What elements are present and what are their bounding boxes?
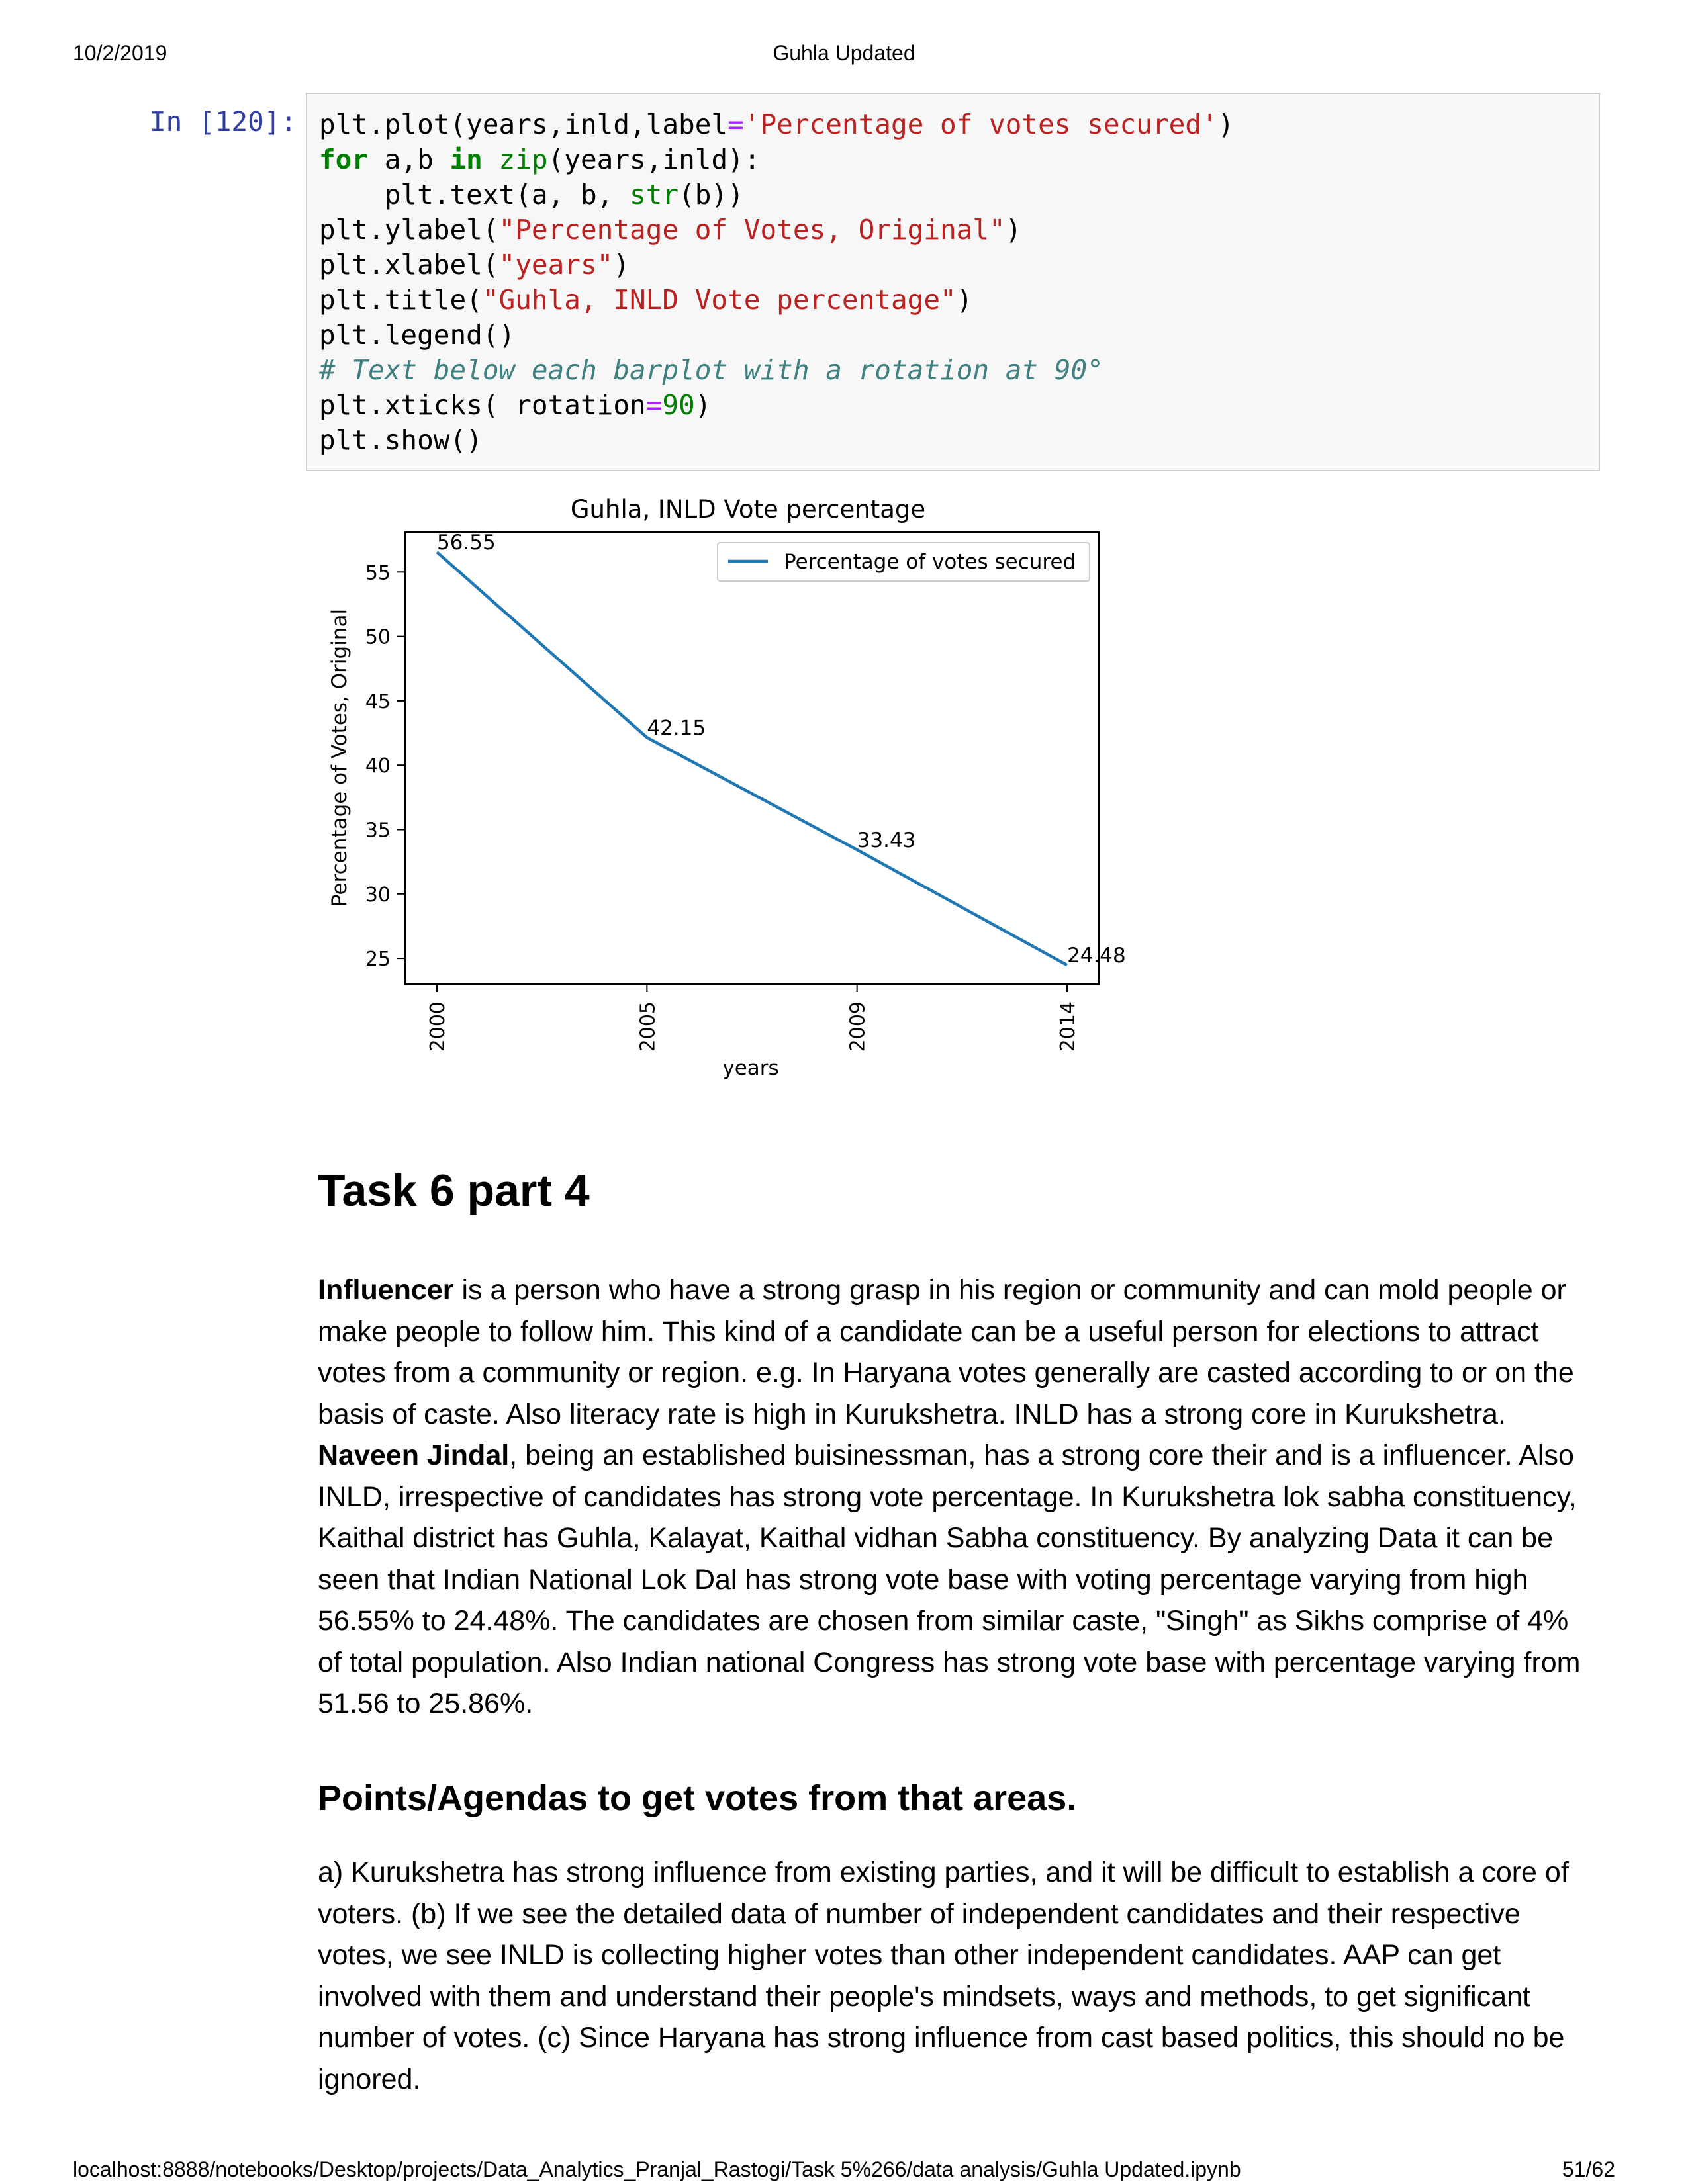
data-label: 42.15 — [647, 716, 706, 740]
task-heading: Task 6 part 4 — [318, 1165, 590, 1216]
x-axis-label: years — [722, 1056, 778, 1080]
print-title: Guhla Updated — [773, 41, 915, 65]
influencer-paragraph: Influencer is a person who have a strong… — [318, 1269, 1595, 1725]
code-token: in — [449, 144, 483, 175]
code-token: "Percentage of Votes, Original" — [498, 214, 1006, 246]
code-token: "years" — [498, 249, 614, 281]
x-axis: 2000 2005 2009 2014 — [426, 984, 1080, 1052]
code-token: ) — [1005, 214, 1022, 246]
code-token: plt.ylabel( — [319, 214, 499, 246]
code-token: plt.plot(years,inld,label — [319, 109, 728, 140]
code-token: "Guhla, INLD Vote percentage" — [482, 284, 957, 316]
code-token: ) — [613, 249, 630, 281]
y-tick-label: 25 — [365, 948, 391, 971]
code-token: ) — [956, 284, 973, 316]
plot-area — [404, 531, 1100, 985]
data-label: 56.55 — [437, 531, 496, 555]
paragraph-text: , being an established buisinessman, has… — [318, 1439, 1581, 1719]
code-line: plt.title("Guhla, INLD Vote percentage") — [319, 283, 1587, 318]
data-labels: 56.55 42.15 33.43 24.48 — [437, 531, 1126, 968]
code-token: zip — [498, 144, 548, 175]
y-tick-label: 55 — [365, 561, 391, 584]
code-line: plt.xlabel("years") — [319, 248, 1587, 283]
code-token: (b)) — [679, 179, 744, 210]
print-date: 10/2/2019 — [73, 41, 167, 65]
agendas-paragraph: a) Kurukshetra has strong influence from… — [318, 1856, 1569, 2095]
code-cell-input[interactable]: plt.plot(years,inld,label='Percentage of… — [306, 93, 1600, 471]
code-token: plt.xticks( rotation — [319, 389, 646, 421]
code-line: plt.show() — [319, 423, 1587, 458]
y-axis: 25 30 35 40 45 50 55 — [365, 561, 405, 971]
code-token: plt.show() — [319, 424, 483, 456]
code-token: ) — [694, 389, 712, 421]
code-token: plt.legend() — [319, 319, 516, 351]
code-line: plt.plot(years,inld,label='Percentage of… — [319, 107, 1587, 142]
code-token: 'Percentage of votes secured' — [743, 109, 1218, 140]
bold-term: Naveen Jindal — [318, 1439, 510, 1471]
y-tick-label: 45 — [365, 690, 391, 713]
paragraph-text: is a person who have a strong grasp in h… — [318, 1274, 1574, 1430]
code-line: plt.text(a, b, str(b)) — [319, 177, 1587, 212]
code-line: plt.xticks( rotation=90) — [319, 388, 1587, 423]
legend-entry-label: Percentage of votes secured — [784, 550, 1076, 574]
print-page-number: 51/62 — [1562, 2158, 1615, 2181]
code-token: plt.title( — [319, 284, 483, 316]
code-line: # Text below each barplot with a rotatio… — [319, 353, 1587, 388]
data-label: 33.43 — [857, 829, 916, 852]
code-token: (years,inld): — [547, 144, 761, 175]
series-line-percentage-of-votes-secured — [436, 551, 1068, 967]
code-token: str — [630, 179, 679, 210]
code-line: plt.ylabel("Percentage of Votes, Origina… — [319, 212, 1587, 248]
code-line: for a,b in zip(years,inld): — [319, 142, 1587, 177]
code-token: a,b — [368, 144, 450, 175]
x-tick-label: 2014 — [1056, 1001, 1080, 1052]
code-token: plt.xlabel( — [319, 249, 499, 281]
y-tick-label: 50 — [365, 626, 391, 649]
y-tick-label: 35 — [365, 819, 391, 842]
y-axis-label: Percentage of Votes, Original — [328, 609, 352, 907]
code-line: plt.legend() — [319, 318, 1587, 353]
x-tick-label: 2009 — [847, 1001, 870, 1052]
y-tick-label: 30 — [365, 884, 391, 907]
code-token: ) — [1217, 109, 1235, 140]
legend: Percentage of votes secured — [717, 542, 1090, 582]
cell-prompt: In [120]: — [150, 106, 297, 138]
line-chart: Guhla, INLD Vote percentage 25 30 35 40 45 50… — [328, 495, 1126, 1080]
agendas-heading: Points/Agendas to get votes from that ar… — [318, 1778, 1077, 1818]
code-token: # Text below each barplot with a rotatio… — [319, 354, 1103, 386]
x-tick-label: 2000 — [426, 1001, 449, 1052]
legend-box — [717, 542, 1090, 582]
data-label: 24.48 — [1067, 944, 1126, 968]
y-tick-label: 40 — [365, 754, 391, 778]
x-tick-label: 2005 — [636, 1001, 659, 1052]
code-token: = — [727, 109, 744, 140]
code-token: plt.text(a, b, — [319, 179, 630, 210]
print-url: localhost:8888/notebooks/Desktop/project… — [73, 2158, 1241, 2181]
chart-title: Guhla, INLD Vote percentage — [571, 495, 925, 523]
code-token: = — [645, 389, 663, 421]
code-token: for — [319, 144, 369, 175]
bold-term: Influencer — [318, 1274, 454, 1306]
code-token: 90 — [662, 389, 695, 421]
